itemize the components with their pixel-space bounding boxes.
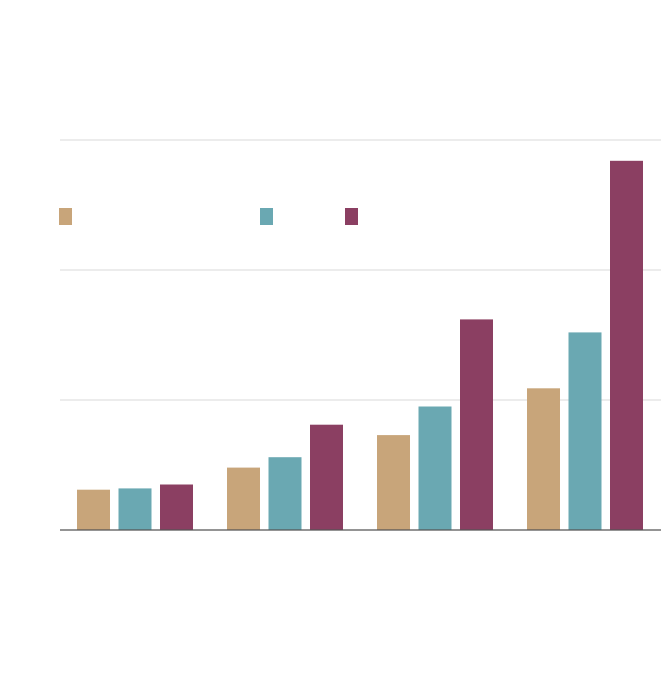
bar bbox=[418, 406, 452, 530]
legend-swatch bbox=[260, 208, 273, 225]
bar bbox=[77, 489, 110, 530]
bar bbox=[610, 160, 643, 531]
legend-swatch bbox=[59, 208, 72, 225]
bar bbox=[227, 467, 260, 530]
bar bbox=[460, 319, 493, 530]
bar bbox=[160, 484, 193, 530]
bar bbox=[527, 388, 560, 530]
bar bbox=[568, 332, 602, 530]
bar bbox=[268, 457, 302, 530]
legend-swatch bbox=[345, 208, 358, 225]
bar bbox=[377, 435, 410, 530]
bar bbox=[118, 488, 152, 530]
bar bbox=[310, 424, 343, 530]
